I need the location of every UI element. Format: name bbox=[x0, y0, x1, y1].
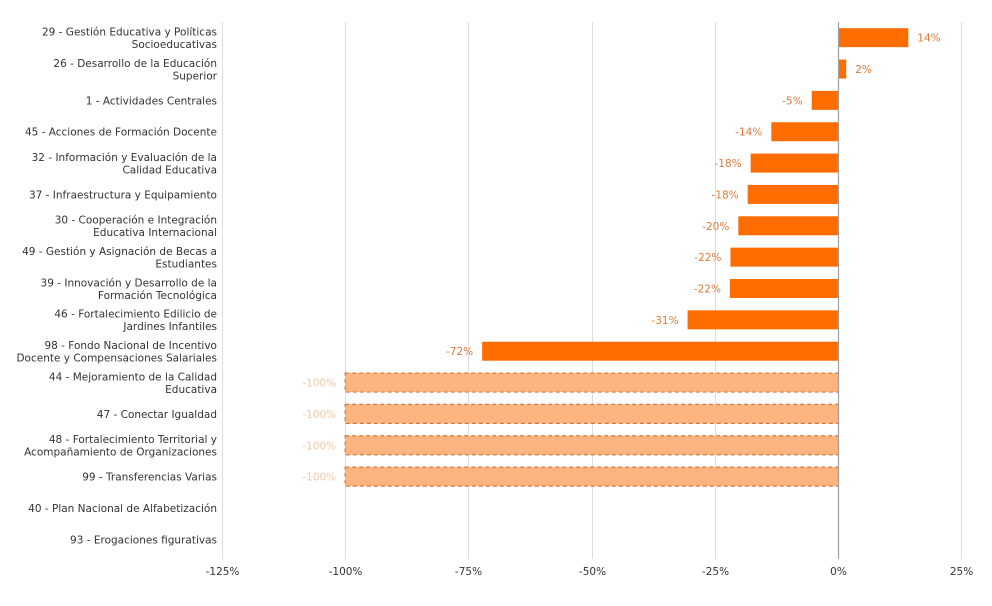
bar[interactable] bbox=[730, 247, 839, 267]
category-label: 45 - Acciones de Formación Docente bbox=[25, 127, 217, 139]
bar[interactable] bbox=[838, 59, 847, 79]
data-label: -5% bbox=[782, 95, 802, 107]
category-label: 98 - Fondo Nacional de Incentivo Docente … bbox=[16, 340, 217, 365]
bar[interactable] bbox=[729, 279, 839, 298]
value-axis: -125% -100% -75% -50% -25% 0% 25% bbox=[206, 566, 974, 578]
data-label: -100% bbox=[302, 472, 336, 484]
bar-dashed[interactable] bbox=[344, 403, 840, 425]
bar[interactable] bbox=[482, 341, 839, 361]
x-tick-label: -75% bbox=[455, 566, 482, 578]
category-label: 29 - Gestión Educativa y Políticas Socioe… bbox=[42, 26, 217, 51]
bar[interactable] bbox=[771, 122, 839, 142]
bar[interactable] bbox=[747, 184, 839, 204]
x-tick-label: -100% bbox=[329, 566, 363, 578]
data-label: -20% bbox=[702, 221, 729, 233]
x-tick-label: -50% bbox=[579, 566, 606, 578]
category-label: 40 - Plan Nacional de Alfabetización bbox=[28, 503, 217, 515]
category-label: 99 - Transferencias Varias bbox=[82, 472, 217, 484]
data-label: -100% bbox=[302, 378, 336, 390]
data-labels: 14% 2% -5% -14% -18% -18% -20% -22% -22% -31% -72%… bbox=[302, 33, 940, 484]
bar-dashed[interactable] bbox=[344, 372, 840, 393]
category-axis: 29 - Gestión Educativa y Políticas Socioe… bbox=[16, 26, 217, 546]
category-label: 30 - Cooperación e Integración Educativa … bbox=[55, 215, 217, 240]
bars bbox=[344, 28, 909, 487]
category-label: 93 - Erogaciones figurativas bbox=[70, 534, 217, 546]
category-label: 44 - Mejoramiento de la Calidad Educativa bbox=[49, 371, 217, 396]
bar[interactable] bbox=[750, 153, 839, 173]
data-label: -18% bbox=[712, 189, 739, 201]
data-label: -14% bbox=[735, 127, 762, 139]
category-label: 48 - Fortalecimiento Territorial y Acompa… bbox=[24, 434, 217, 459]
bar[interactable] bbox=[687, 310, 839, 330]
x-tick-label: -125% bbox=[206, 566, 240, 578]
data-label: -22% bbox=[694, 284, 721, 296]
category-label: 32 - Información y Evaluación de la Calid… bbox=[32, 152, 217, 177]
x-tick-label: 0% bbox=[830, 566, 847, 578]
category-label: 37 - Infraestructura y Equipamiento bbox=[29, 189, 217, 201]
category-label: 26 - Desarrollo de la Educación Superior bbox=[53, 58, 217, 83]
data-label: -31% bbox=[651, 315, 678, 327]
data-label: -100% bbox=[302, 440, 336, 452]
data-label: -72% bbox=[446, 346, 473, 358]
category-label: 1 - Actividades Centrales bbox=[86, 95, 217, 107]
x-tick-label: -25% bbox=[702, 566, 729, 578]
category-label: 47 - Conectar Igualdad bbox=[97, 409, 217, 421]
x-tick-label: 25% bbox=[950, 566, 973, 578]
data-label: 2% bbox=[855, 64, 872, 76]
data-label: -18% bbox=[714, 158, 741, 170]
bar-dashed[interactable] bbox=[344, 466, 840, 487]
data-label: -22% bbox=[694, 252, 721, 264]
data-label: -100% bbox=[302, 409, 336, 421]
category-label: 46 - Fortalecimiento Edilicio de Jardines… bbox=[54, 309, 217, 334]
gridlines bbox=[222, 22, 962, 559]
data-label: 14% bbox=[917, 33, 940, 45]
bar-dashed[interactable] bbox=[344, 435, 840, 456]
bar[interactable] bbox=[811, 90, 839, 110]
bar[interactable] bbox=[738, 216, 839, 236]
category-label: 39 - Innovación y Desarrollo de la Formac… bbox=[41, 277, 217, 302]
category-label: 49 - Gestión y Asignación de Becas a Estu… bbox=[22, 246, 217, 271]
bar[interactable] bbox=[838, 28, 909, 48]
